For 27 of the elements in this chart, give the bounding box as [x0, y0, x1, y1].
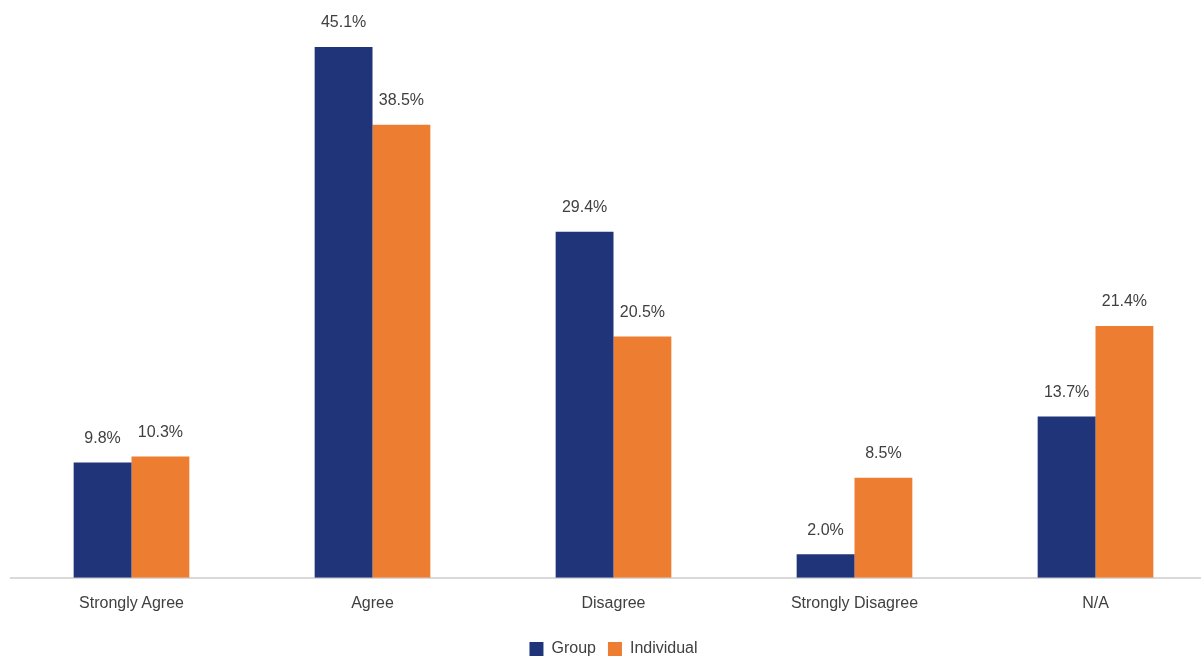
- x-tick-label: Agree: [351, 593, 394, 611]
- x-tick-label: Disagree: [581, 593, 646, 611]
- x-tick-label: N/A: [1082, 593, 1110, 611]
- bar: [555, 231, 614, 578]
- bar: [372, 124, 431, 578]
- bar: [796, 554, 855, 578]
- data-label: 29.4%: [561, 198, 608, 216]
- x-tick-label: Strongly Disagree: [790, 593, 919, 611]
- data-label: 21.4%: [1101, 292, 1148, 310]
- data-label: 10.3%: [137, 422, 184, 440]
- data-label: 2.0%: [807, 520, 844, 538]
- bar: [73, 462, 132, 578]
- legend-label: Individual: [629, 639, 698, 656]
- bar: [1037, 416, 1096, 578]
- data-label: 13.7%: [1043, 382, 1090, 400]
- data-label: 45.1%: [320, 13, 367, 31]
- bar: [131, 456, 190, 578]
- data-label: 9.8%: [84, 428, 121, 446]
- bar: [613, 336, 672, 578]
- bar: [314, 47, 373, 578]
- data-label: 20.5%: [619, 302, 666, 320]
- bar: [854, 477, 913, 578]
- x-tick-label: Strongly Agree: [79, 593, 185, 611]
- data-label: 8.5%: [865, 444, 902, 462]
- legend-label: Group: [551, 639, 597, 656]
- data-label: 38.5%: [378, 91, 425, 109]
- bar: [1095, 325, 1154, 578]
